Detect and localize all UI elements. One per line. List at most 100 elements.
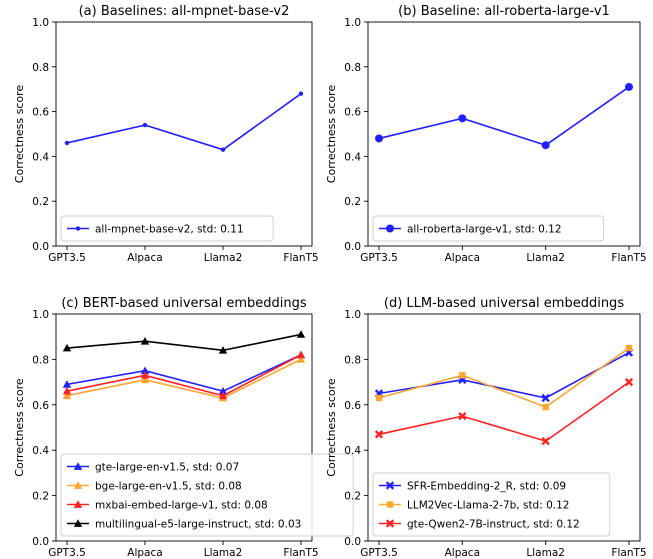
panel-title: (b) Baseline: all-roberta-large-v1 [398,4,610,19]
y-tick-label: 1.0 [344,17,361,29]
y-tick-label: 0.2 [344,491,361,503]
legend-entry: bge-large-en-v1.5, std: 0.08 [67,481,242,493]
panel-title: (c) BERT-based universal embeddings [61,296,307,311]
data-point [142,122,148,128]
x-tick-label: GPT3.5 [360,547,398,559]
x-tick-label: Llama2 [526,252,565,264]
x-tick-label: Alpaca [445,547,480,559]
x-tick-label: Llama2 [204,547,243,559]
y-tick-label: 0.2 [32,196,49,208]
series-1 [374,348,634,403]
series-4 [62,330,306,354]
series-line [66,358,302,399]
legend-box [372,472,611,537]
legend-entry: SFR-Embedding-2_R, std: 0.09 [379,481,566,493]
y-tick-label: 1.0 [32,17,49,29]
x-tick-label: Alpaca [127,252,162,264]
legend-entry: gte-large-en-v1.5, std: 0.07 [67,462,239,474]
y-tick-label: 0.6 [344,107,361,119]
y-tick-label: 1.0 [344,309,361,321]
legend-label: LLM2Vec-Llama-2-7b, std: 0.12 [407,500,569,512]
x-tick-label: Alpaca [445,252,480,264]
legend-entry: LLM2Vec-Llama-2-7b, std: 0.12 [379,500,569,512]
legend-marker [386,224,394,233]
y-tick-label: 0.0 [32,536,49,548]
data-point [296,350,306,359]
legend-label: gte-Qwen2-7B-instruct, std: 0.12 [407,519,580,531]
y-axis-label: Correctness score [13,378,26,477]
data-point [458,412,467,421]
panel-title: (a) Baselines: all-mpnet-base-v2 [79,4,290,19]
legend-label: SFR-Embedding-2_R, std: 0.09 [407,481,566,493]
legend-entry: mxbai-embed-large-v1, std: 0.08 [67,500,268,512]
legend-marker [73,481,83,489]
x-tick-label: GPT3.5 [48,547,86,559]
x-tick-label: FlanT5 [283,547,318,559]
legend-marker [73,519,83,527]
legend-box [60,453,354,537]
y-tick-label: 0.4 [32,445,49,457]
legend-label: all-roberta-large-v1, std: 0.12 [407,224,562,236]
x-tick-label: Llama2 [204,252,243,264]
legend-marker [386,501,394,508]
legend-entry: all-mpnet-base-v2, std: 0.11 [67,224,244,236]
legend-box [60,215,274,242]
data-point [459,372,466,379]
data-point [218,391,228,400]
legend: all-roberta-large-v1, std: 0.12 [372,215,605,242]
series-line [66,333,302,352]
x-tick-label: GPT3.5 [360,252,398,264]
panel-3: (c) BERT-based universal embeddings Corre… [13,296,354,559]
data-point [375,394,383,402]
x-tick-label: GPT3.5 [48,252,86,264]
legend-entry: all-roberta-large-v1, std: 0.12 [379,224,562,236]
data-point [625,82,633,91]
legend: gte-large-en-v1.5, std: 0.07 bge-large-en… [60,453,354,537]
legend-label: multilingual-e5-large-instruct, std: 0.0… [95,519,301,531]
data-point [541,141,550,150]
plot-frame [55,21,313,247]
data-point [458,114,467,123]
y-tick-label: 0.2 [344,196,361,208]
y-axis-label: Correctness score [325,85,338,184]
data-point [62,343,72,352]
plot-frame [367,21,641,247]
y-tick-label: 0.0 [32,241,49,253]
data-point [625,344,633,352]
data-point [62,386,72,395]
series-line [66,354,302,393]
series-3 [62,350,306,400]
y-tick-label: 0.8 [344,62,361,74]
series-2 [375,344,633,411]
series-1 [375,82,633,150]
data-point [375,134,383,143]
y-tick-label: 0.6 [32,400,49,412]
data-point [140,366,150,375]
data-point [62,380,72,388]
legend-label: all-mpnet-base-v2, std: 0.11 [95,224,244,236]
data-point [140,337,150,345]
series-2 [62,355,306,402]
data-point [140,375,150,384]
plot-frame [55,313,313,542]
y-tick-label: 0.8 [344,354,361,366]
legend-marker [73,462,83,470]
y-tick-label: 0.4 [344,445,361,457]
data-point [542,403,549,411]
data-point [140,371,150,379]
series-1 [64,91,304,152]
legend-label: mxbai-embed-large-v1, std: 0.08 [95,500,268,512]
x-tick-label: Alpaca [127,547,162,559]
legend-marker [385,481,395,490]
panel-2: (b) Baseline: all-roberta-large-v1 Correc… [325,4,647,264]
y-tick-label: 0.4 [344,151,361,163]
series-line [378,381,630,442]
data-point [218,346,228,354]
y-tick-label: 0.8 [32,354,49,366]
panel-title: (d) LLM-based universal embeddings [384,296,624,311]
data-point [220,147,226,152]
legend-entry: multilingual-e5-large-instruct, std: 0.0… [67,519,301,531]
panel-4: (d) LLM-based universal embeddings Correc… [325,296,647,559]
x-tick-label: Llama2 [526,547,565,559]
